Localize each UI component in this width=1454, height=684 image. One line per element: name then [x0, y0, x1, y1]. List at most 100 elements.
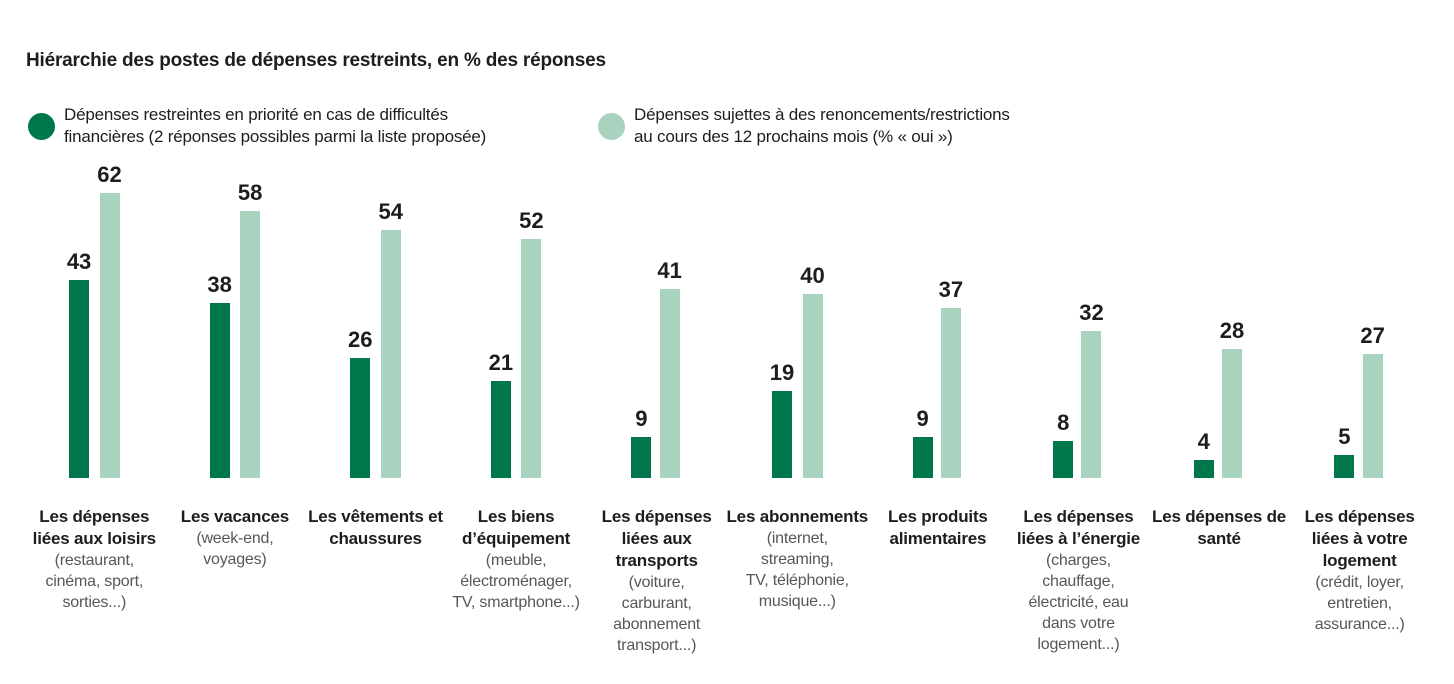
restriction-bar-group: 54: [378, 199, 403, 478]
category-label-main: Les produits alimentaires: [888, 507, 988, 548]
category-label-sub: (charges, chauffage, électricité, eau da…: [1028, 552, 1129, 653]
bar-pair: 9 37: [912, 162, 964, 478]
category-label: Les dépenses liées à votre logement (créd…: [1305, 506, 1415, 635]
category-group: 43 62 Les dépenses liées aux loisirs (resta…: [24, 162, 165, 656]
category-label-main: Les dépenses liées à l’énergie: [1016, 507, 1141, 548]
category-label: Les abonnements (internet, streaming, TV,…: [727, 506, 869, 612]
legend-swatch-restrictions-icon: [598, 112, 625, 140]
restriction-bar-group: 58: [238, 182, 262, 478]
category-label-sub: (week-end, voyages): [196, 530, 274, 568]
restriction-bar: [802, 294, 823, 478]
category-group: 5 27 Les dépenses liées à votre logement (c…: [1289, 162, 1430, 656]
chart-title: Hiérarchie des postes de dépenses restre…: [26, 50, 606, 71]
restriction-bar-group: 28: [1220, 320, 1244, 478]
category-group: 21 52 Les biens d’équipement (meuble, élect…: [446, 162, 587, 656]
bar-value-label: 9: [635, 406, 648, 431]
category-group: 9 41 Les dépenses liées aux transports (voi…: [586, 162, 727, 656]
restriction-bar-group: 41: [657, 258, 682, 478]
category-label-main: Les vacances: [180, 507, 289, 526]
priority-bar: [1053, 441, 1074, 478]
priority-bar: [772, 391, 793, 478]
category-group: 38 58 Les vacances (week-end, voyages): [165, 162, 306, 656]
restriction-bar: [380, 230, 401, 478]
priority-bar-group: 21: [489, 352, 513, 478]
category-label: Les dépenses de santé: [1152, 506, 1286, 550]
category-label-sub: (voiture, carburant, abonnement transpor…: [613, 574, 701, 654]
category-label-main: Les biens d’équipement: [462, 507, 571, 548]
bar-value-label: 8: [1057, 410, 1070, 435]
category-group: 8 32 Les dépenses liées à l’énergie (charge…: [1008, 162, 1149, 656]
legend-label-priority: Dépenses restreintes en priorité en cas …: [64, 105, 487, 146]
bar-value-label: 32: [1079, 300, 1104, 325]
bar-pair: 43 62: [67, 162, 122, 478]
bar-pair: 19 40: [770, 162, 825, 478]
priority-bar: [350, 358, 371, 478]
bar-value-label: 58: [237, 180, 263, 205]
chart-groups: 43 62 Les dépenses liées aux loisirs (resta…: [24, 162, 1430, 656]
restriction-bar-group: 27: [1360, 323, 1385, 478]
restriction-bar: [1222, 349, 1243, 478]
restriction-bar-group: 52: [519, 208, 544, 478]
bar-pair: 5 27: [1334, 162, 1385, 478]
bar-value-label: 38: [207, 272, 232, 297]
category-label-main: Les dépenses liées aux transports: [601, 507, 712, 570]
category-label-sub: (internet, streaming, TV, téléphonie, mu…: [745, 530, 849, 610]
bar-pair: 38 58: [207, 162, 262, 478]
bar-value-label: 19: [769, 360, 795, 385]
category-label-sub: (restaurant, cinéma, sport, sorties...): [45, 552, 144, 611]
category-group: 26 54 Les vêtements et chaussures: [305, 162, 446, 656]
bar-value-label: 43: [66, 249, 92, 274]
bar-value-label: 5: [1338, 424, 1351, 449]
bar-value-label: 37: [938, 277, 964, 302]
restriction-bar: [940, 308, 961, 478]
restriction-bar: [521, 239, 542, 478]
bar-value-label: 41: [657, 258, 682, 283]
category-label: Les dépenses liées aux loisirs (restauran…: [33, 506, 156, 613]
restriction-bar: [1081, 331, 1102, 478]
bar-pair: 9 41: [631, 162, 682, 478]
category-label: Les vêtements et chaussures: [308, 506, 443, 550]
category-label-sub: (meuble, électroménager, TV, smartphone.…: [452, 552, 580, 611]
category-group: 4 28 Les dépenses de santé: [1149, 162, 1290, 656]
bar-pair: 21 52: [489, 162, 544, 478]
priority-bar-group: 8: [1053, 410, 1074, 478]
bar-value-label: 27: [1360, 323, 1385, 348]
bar-value-label: 54: [378, 199, 403, 224]
priority-bar-group: 38: [207, 272, 232, 478]
priority-bar-group: 9: [631, 406, 652, 478]
restriction-bar-group: 32: [1079, 300, 1104, 478]
category-group: 19 40 Les abonnements (internet, streaming,…: [727, 162, 869, 656]
category-label: Les vacances (week-end, voyages): [181, 506, 289, 570]
restriction-bar: [240, 211, 261, 478]
legend-swatch-priority-icon: [28, 112, 55, 140]
category-label-sub: (crédit, loyer, entretien, assurance...): [1314, 574, 1405, 633]
priority-bar: [69, 280, 90, 478]
priority-bar: [1193, 460, 1214, 478]
category-label: Les produits alimentaires: [888, 506, 988, 550]
priority-bar: [209, 303, 230, 478]
priority-bar-group: 9: [912, 406, 933, 478]
restriction-bar-group: 62: [97, 164, 122, 478]
category-label-main: Les dépenses liées à votre logement: [1304, 507, 1415, 570]
bar-value-label: 21: [488, 350, 514, 375]
bar-value-label: 9: [916, 406, 929, 431]
bar-value-label: 28: [1219, 318, 1245, 343]
priority-bar-group: 5: [1334, 424, 1355, 478]
legend-item-priority: Dépenses restreintes en priorité en cas …: [28, 104, 486, 148]
priority-bar-group: 26: [348, 329, 372, 478]
bar-pair: 4 28: [1193, 162, 1244, 478]
category-label: Les biens d’équipement (meuble, électromé…: [452, 506, 580, 613]
priority-bar: [1334, 455, 1355, 478]
priority-bar-group: 4: [1193, 431, 1214, 478]
bar-pair: 8 32: [1053, 162, 1104, 478]
restriction-bar: [1362, 354, 1383, 478]
category-label: Les dépenses liées aux transports (voitur…: [602, 506, 712, 656]
legend-item-restrictions: Dépenses sujettes à des renoncements/res…: [598, 104, 1010, 148]
priority-bar-group: 19: [770, 362, 794, 478]
legend-label-restrictions: Dépenses sujettes à des renoncements/res…: [634, 105, 1010, 146]
restriction-bar-group: 40: [800, 265, 825, 478]
category-label-main: Les vêtements et chaussures: [308, 507, 443, 548]
bar-value-label: 52: [519, 208, 544, 233]
bar-pair: 26 54: [348, 162, 403, 478]
